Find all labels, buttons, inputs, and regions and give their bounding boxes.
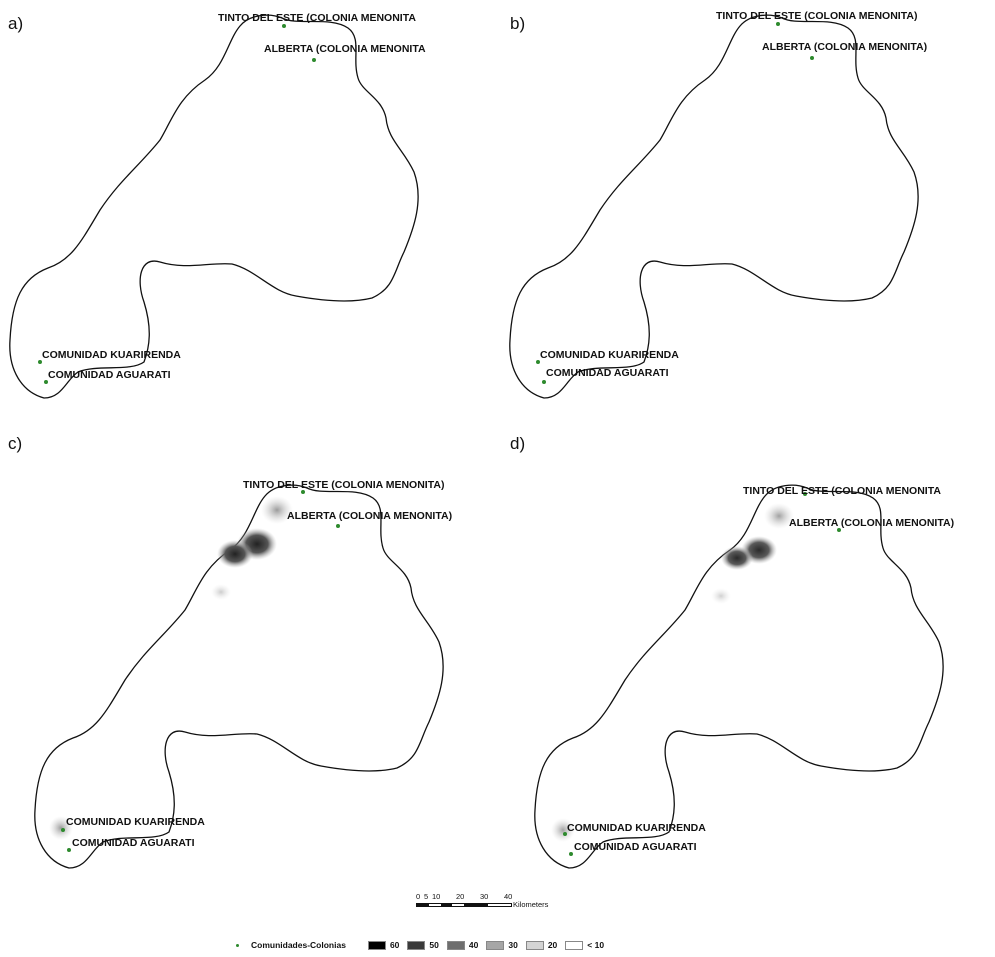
study-area-boundary [9,14,419,399]
label-aguarati: COMUNIDAD AGUARATI [546,367,669,379]
label-kuarirenda: COMUNIDAD KUARIRENDA [540,349,679,361]
panel-label-d: d) [510,434,526,453]
legend-class-label: 50 [429,940,439,950]
density-hotspot [261,496,293,524]
legend-class-label: 20 [547,940,558,950]
label-tinto: TINTO DEL ESTE (COLONIA MENONITA [743,485,941,497]
density-hotspot [211,584,231,600]
label-aguarati: COMUNIDAD AGUARATI [72,837,195,849]
legend-class-label: 40 [468,940,479,950]
legend-swatch [407,940,426,950]
legend-class-label: < 10 [587,940,605,950]
scale-tick: 40 [504,892,513,901]
map-c: TINTO DEL ESTE (COLONIA MENONITA) ALBERT… [34,479,452,869]
scale-bar: 0 5 10 20 30 40 Kilometers [410,892,570,920]
site-marker-kuarirenda [536,360,540,364]
site-marker-kuarirenda [38,360,42,364]
legend-class: 40 [446,940,479,950]
label-kuarirenda: COMUNIDAD KUARIRENDA [567,822,706,834]
density-hotspot [551,818,575,842]
site-marker-tinto [803,492,807,496]
map-panel-d: d) TINTO DEL ESTE (COLONIA MENONITA ALBE… [510,434,995,910]
legend-swatch [565,940,584,950]
site-marker-kuarirenda [563,832,567,836]
label-kuarirenda: COMUNIDAD KUARIRENDA [42,349,181,361]
label-alberta: ALBERTA (COLONIA MENONITA) [789,517,954,529]
legend-swatch [525,940,544,950]
label-aguarati: COMUNIDAD AGUARATI [48,369,171,381]
label-alberta: ALBERTA (COLONIA MENONITA) [762,41,927,53]
legend-class: 20 [525,940,558,950]
panel-label-b: b) [510,14,526,33]
legend-swatch [367,940,386,950]
map-d: TINTO DEL ESTE (COLONIA MENONITA ALBERTA… [534,484,954,869]
site-marker-tinto [776,22,780,26]
scale-tick: 5 [424,892,429,901]
label-alberta: ALBERTA (COLONIA MENONITA) [287,510,452,522]
label-tinto: TINTO DEL ESTE (COLONIA MENONITA) [716,10,917,22]
legend-swatch [486,940,505,950]
density-hotspot [217,540,253,568]
legend-site-label: Comunidades-Colonias [251,940,346,950]
site-marker-alberta [312,58,316,62]
map-panel-c: c) TINTO DEL ESTE (COLONIA MENONITA) ALB… [8,434,505,910]
scale-tick: 30 [480,892,489,901]
site-marker-aguarati [542,380,546,384]
site-marker-tinto [301,490,305,494]
legend-swatch [446,940,465,950]
study-area-boundary [534,484,944,869]
site-marker-kuarirenda [61,828,65,832]
legend-class: 60 [367,940,400,950]
legend-class-label: 60 [389,940,400,950]
map-panel-b: b) TINTO DEL ESTE (COLONIA MENONITA) ALB… [500,0,980,440]
label-alberta: ALBERTA (COLONIA MENONITA [264,43,426,55]
map-a: TINTO DEL ESTE (COLONIA MENONITA ALBERTA… [9,12,426,399]
legend-class: 50 [407,940,439,950]
study-area-boundary [509,14,919,399]
legend-class: 30 [486,940,518,950]
site-marker-aguarati [44,380,48,384]
site-marker-legend-icon [236,943,239,947]
scale-tick: 0 [416,892,421,901]
site-marker-alberta [837,528,841,532]
scale-tick: 20 [456,892,465,901]
density-hotspot [711,588,731,604]
site-marker-tinto [282,24,286,28]
panel-label-a: a) [8,14,24,33]
panel-label-c: c) [8,434,23,453]
map-b: TINTO DEL ESTE (COLONIA MENONITA) ALBERT… [509,10,927,399]
scale-bar-graphic [416,903,512,907]
site-marker-alberta [810,56,814,60]
legend-class-label: 30 [508,940,518,950]
density-hotspot [721,546,753,570]
map-legend: Comunidades-Colonias 60 50 40 30 20 < 10 [236,936,612,954]
site-marker-aguarati [67,848,71,852]
site-marker-alberta [336,524,340,528]
label-tinto: TINTO DEL ESTE (COLONIA MENONITA [218,12,416,24]
site-marker-aguarati [569,852,573,856]
label-tinto: TINTO DEL ESTE (COLONIA MENONITA) [243,479,444,491]
density-hotspot [764,503,794,529]
legend-class: < 10 [565,940,604,950]
scale-tick: 10 [432,892,441,901]
label-aguarati: COMUNIDAD AGUARATI [574,841,697,853]
scale-unit: Kilometers [513,900,549,909]
label-kuarirenda: COMUNIDAD KUARIRENDA [66,816,205,828]
map-panel-a: a) TINTO DEL ESTE (COLONIA MENONITA ALBE… [0,0,480,440]
density-hotspot [49,816,73,840]
